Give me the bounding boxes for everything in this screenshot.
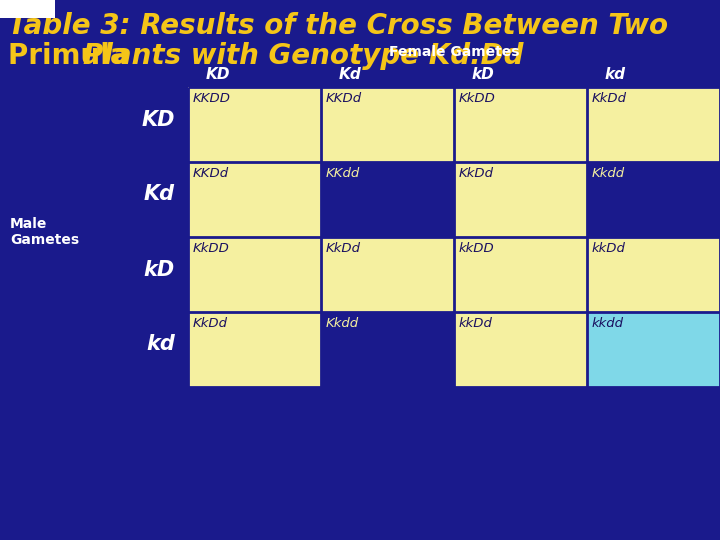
Text: KD: KD	[205, 67, 230, 82]
Text: Kd: Kd	[338, 67, 361, 82]
Bar	[587, 162, 720, 237]
Text: kkdd: kkdd	[592, 317, 624, 330]
Text: kD: kD	[472, 67, 494, 82]
Text: KkDD: KkDD	[193, 242, 230, 255]
Bar	[454, 162, 587, 237]
Bar	[587, 237, 720, 312]
Text: Female Gametes: Female Gametes	[389, 45, 519, 59]
Text: Male
Gametes: Male Gametes	[10, 217, 79, 247]
Text: kD: kD	[144, 260, 175, 280]
Bar	[587, 87, 720, 162]
Text: kkDd: kkDd	[592, 242, 626, 255]
Bar	[321, 312, 454, 387]
Bar	[321, 162, 454, 237]
Text: Table 3: Results of the Cross Between Two: Table 3: Results of the Cross Between Tw…	[8, 12, 668, 40]
Text: Kkdd: Kkdd	[326, 317, 359, 330]
Bar	[188, 237, 321, 312]
Bar	[454, 87, 587, 162]
Text: Primula: Primula	[8, 42, 138, 70]
Bar	[188, 87, 321, 162]
Text: kkDD: kkDD	[459, 242, 495, 255]
Text: KKDd: KKDd	[326, 92, 362, 105]
Bar	[188, 312, 321, 387]
Text: KkDd: KkDd	[592, 92, 627, 105]
Text: Plants with Genotype Kd.Dd: Plants with Genotype Kd.Dd	[83, 42, 523, 70]
Text: KkDd: KkDd	[459, 167, 494, 180]
Text: kd: kd	[146, 334, 175, 354]
Text: KKDd: KKDd	[193, 167, 229, 180]
Text: KD: KD	[142, 110, 175, 130]
Bar	[587, 312, 720, 387]
Bar	[321, 87, 454, 162]
Bar	[0, 0, 55, 18]
Bar	[454, 237, 587, 312]
Text: Kd: Kd	[144, 185, 175, 205]
Text: KkDd: KkDd	[193, 317, 228, 330]
Text: Kkdd: Kkdd	[592, 167, 625, 180]
Bar	[321, 237, 454, 312]
Text: kd: kd	[604, 67, 625, 82]
Text: KkDD: KkDD	[459, 92, 496, 105]
Bar	[454, 312, 587, 387]
Text: KkDd: KkDd	[326, 242, 361, 255]
Text: kkDd: kkDd	[459, 317, 493, 330]
Text: KKDD: KKDD	[193, 92, 231, 105]
Text: KKdd: KKdd	[326, 167, 360, 180]
Bar	[188, 162, 321, 237]
